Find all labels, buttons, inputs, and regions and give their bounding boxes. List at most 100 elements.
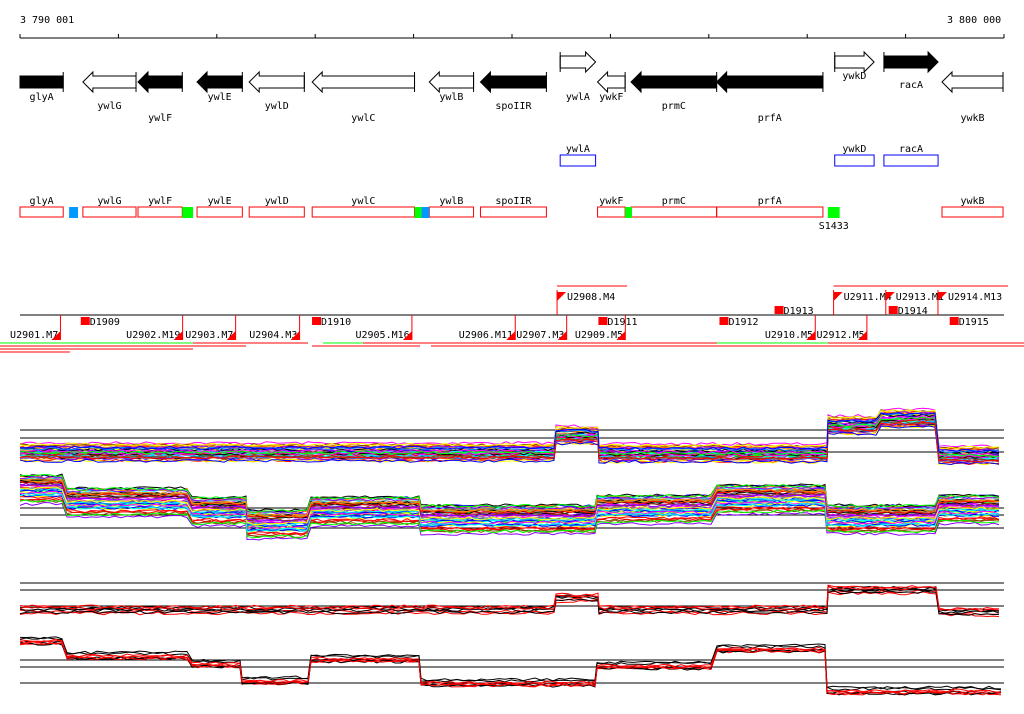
gene-arrow-ywlD [248, 70, 305, 94]
red-feature-box [19, 206, 64, 218]
blue-feature-label: racA [899, 144, 923, 155]
small-feature [69, 207, 78, 218]
gene-arrow-ywkB [941, 70, 1004, 94]
expression-series [19, 478, 1000, 518]
gene-arrow-ywkF [596, 70, 626, 94]
deletion-marker [598, 317, 608, 325]
gene-arrow-prfA [715, 70, 824, 94]
expression-series [19, 641, 1002, 696]
deletion-marker [312, 317, 322, 325]
red-feature-label: ywlD [265, 196, 289, 207]
segment-start-marker [557, 292, 567, 301]
red-feature-box [597, 206, 626, 218]
segment-end-marker [857, 331, 867, 340]
gene-arrow-racA [883, 50, 939, 74]
segment-end-marker [173, 331, 183, 340]
expression-series [19, 640, 1002, 695]
segment-label: U2909.M5 [575, 330, 623, 341]
gene-arrow-prmC [630, 70, 718, 94]
small-feature [421, 207, 430, 218]
red-feature-label: ywlB [439, 196, 463, 207]
red-feature-box [941, 206, 1004, 218]
expression-series [19, 591, 1000, 618]
gene-label: racA [899, 80, 923, 91]
segment-label: U2906.M11 [459, 330, 513, 341]
ruler-ticks [19, 34, 1005, 38]
gene-label: ywlA [566, 92, 590, 103]
red-feature-box [137, 206, 183, 218]
blue-feature-box [559, 154, 597, 167]
gene-arrow-ywlG [82, 70, 137, 94]
segment-label: D1912 [728, 317, 758, 328]
gene-label: ywlG [97, 101, 121, 112]
segment-label: U2903.M7 [185, 330, 233, 341]
expression-series [19, 483, 1000, 523]
segment-start-marker [833, 292, 843, 301]
blue-feature-label: ywlA [566, 144, 590, 155]
gene-arrow-spoIIR [479, 70, 547, 94]
expression-series [19, 480, 1000, 519]
expression-series [19, 476, 1000, 515]
expression-series [19, 474, 1000, 514]
expression-series [19, 418, 1000, 460]
blue-feature-box [834, 154, 875, 167]
small-feature [182, 207, 194, 218]
expression-series [19, 416, 1000, 458]
segment-end-marker [402, 331, 412, 340]
gene-label: ywkD [842, 71, 866, 82]
red-feature-label: ywlC [351, 196, 375, 207]
red-feature-box [248, 206, 305, 218]
gene-arrow-ywlA [559, 50, 597, 74]
gene-label: ywlC [351, 113, 375, 124]
gene-label: ywkB [960, 113, 984, 124]
segment-label: D1909 [90, 317, 120, 328]
deletion-marker [80, 317, 90, 325]
ruler-start-label: 3 790 001 [20, 15, 74, 26]
expression-series [19, 486, 1000, 526]
segment-end-marker [290, 331, 300, 340]
expression-series [19, 424, 1000, 466]
segment-label: U2908.M4 [567, 292, 615, 303]
segment-label: D1911 [607, 317, 637, 328]
expression-series [19, 496, 1000, 535]
deletion-marker [949, 317, 959, 325]
red-feature-box [428, 206, 475, 218]
expression-series [20, 412, 1000, 453]
expression-series [19, 586, 1000, 612]
segment-end-marker [616, 331, 626, 340]
gene-arrow-ywlF [137, 70, 183, 94]
expression-series [19, 409, 1000, 450]
segment-label: D1915 [959, 317, 989, 328]
red-feature-label: prfA [758, 196, 782, 207]
expression-plots [19, 407, 1004, 696]
red-feature-box [196, 206, 243, 218]
segment-end-marker [51, 331, 61, 340]
segment-end-marker [806, 331, 816, 340]
segment-label: U2914.M13 [948, 292, 1002, 303]
gene-label: glyA [30, 92, 54, 103]
gene-label: spoIIR [495, 101, 532, 112]
segment-label: D1913 [784, 306, 814, 317]
expression-series [19, 636, 1002, 690]
segment-track: U2901.M7 D1909 U2902.M19 U2903.M7 U2904.M3 D1… [0, 285, 1024, 353]
segment-label: U2901.M7 [10, 330, 58, 341]
segment-label: U2904.M3 [249, 330, 297, 341]
segment-label: D1914 [898, 306, 928, 317]
small-feature-label: S1433 [819, 221, 849, 232]
expression-series [19, 639, 1002, 694]
gene-label: ywlE [208, 92, 232, 103]
small-feature [625, 207, 633, 218]
expression-series [19, 590, 1000, 616]
gene-arrow-ywlB [428, 70, 475, 94]
segment-label: U2905.M16 [355, 330, 409, 341]
expression-series [19, 491, 1000, 530]
red-feature-label: ywlF [148, 196, 172, 207]
expression-series [19, 588, 1000, 614]
red-feature-box [479, 206, 547, 218]
red-feature-box [82, 206, 137, 218]
segment-start-marker [937, 292, 947, 301]
segment-end-marker [226, 331, 236, 340]
segment-label: U2913.M1 [896, 292, 944, 303]
segment-end-marker [557, 331, 567, 340]
gene-arrow-ywlC [311, 70, 416, 94]
